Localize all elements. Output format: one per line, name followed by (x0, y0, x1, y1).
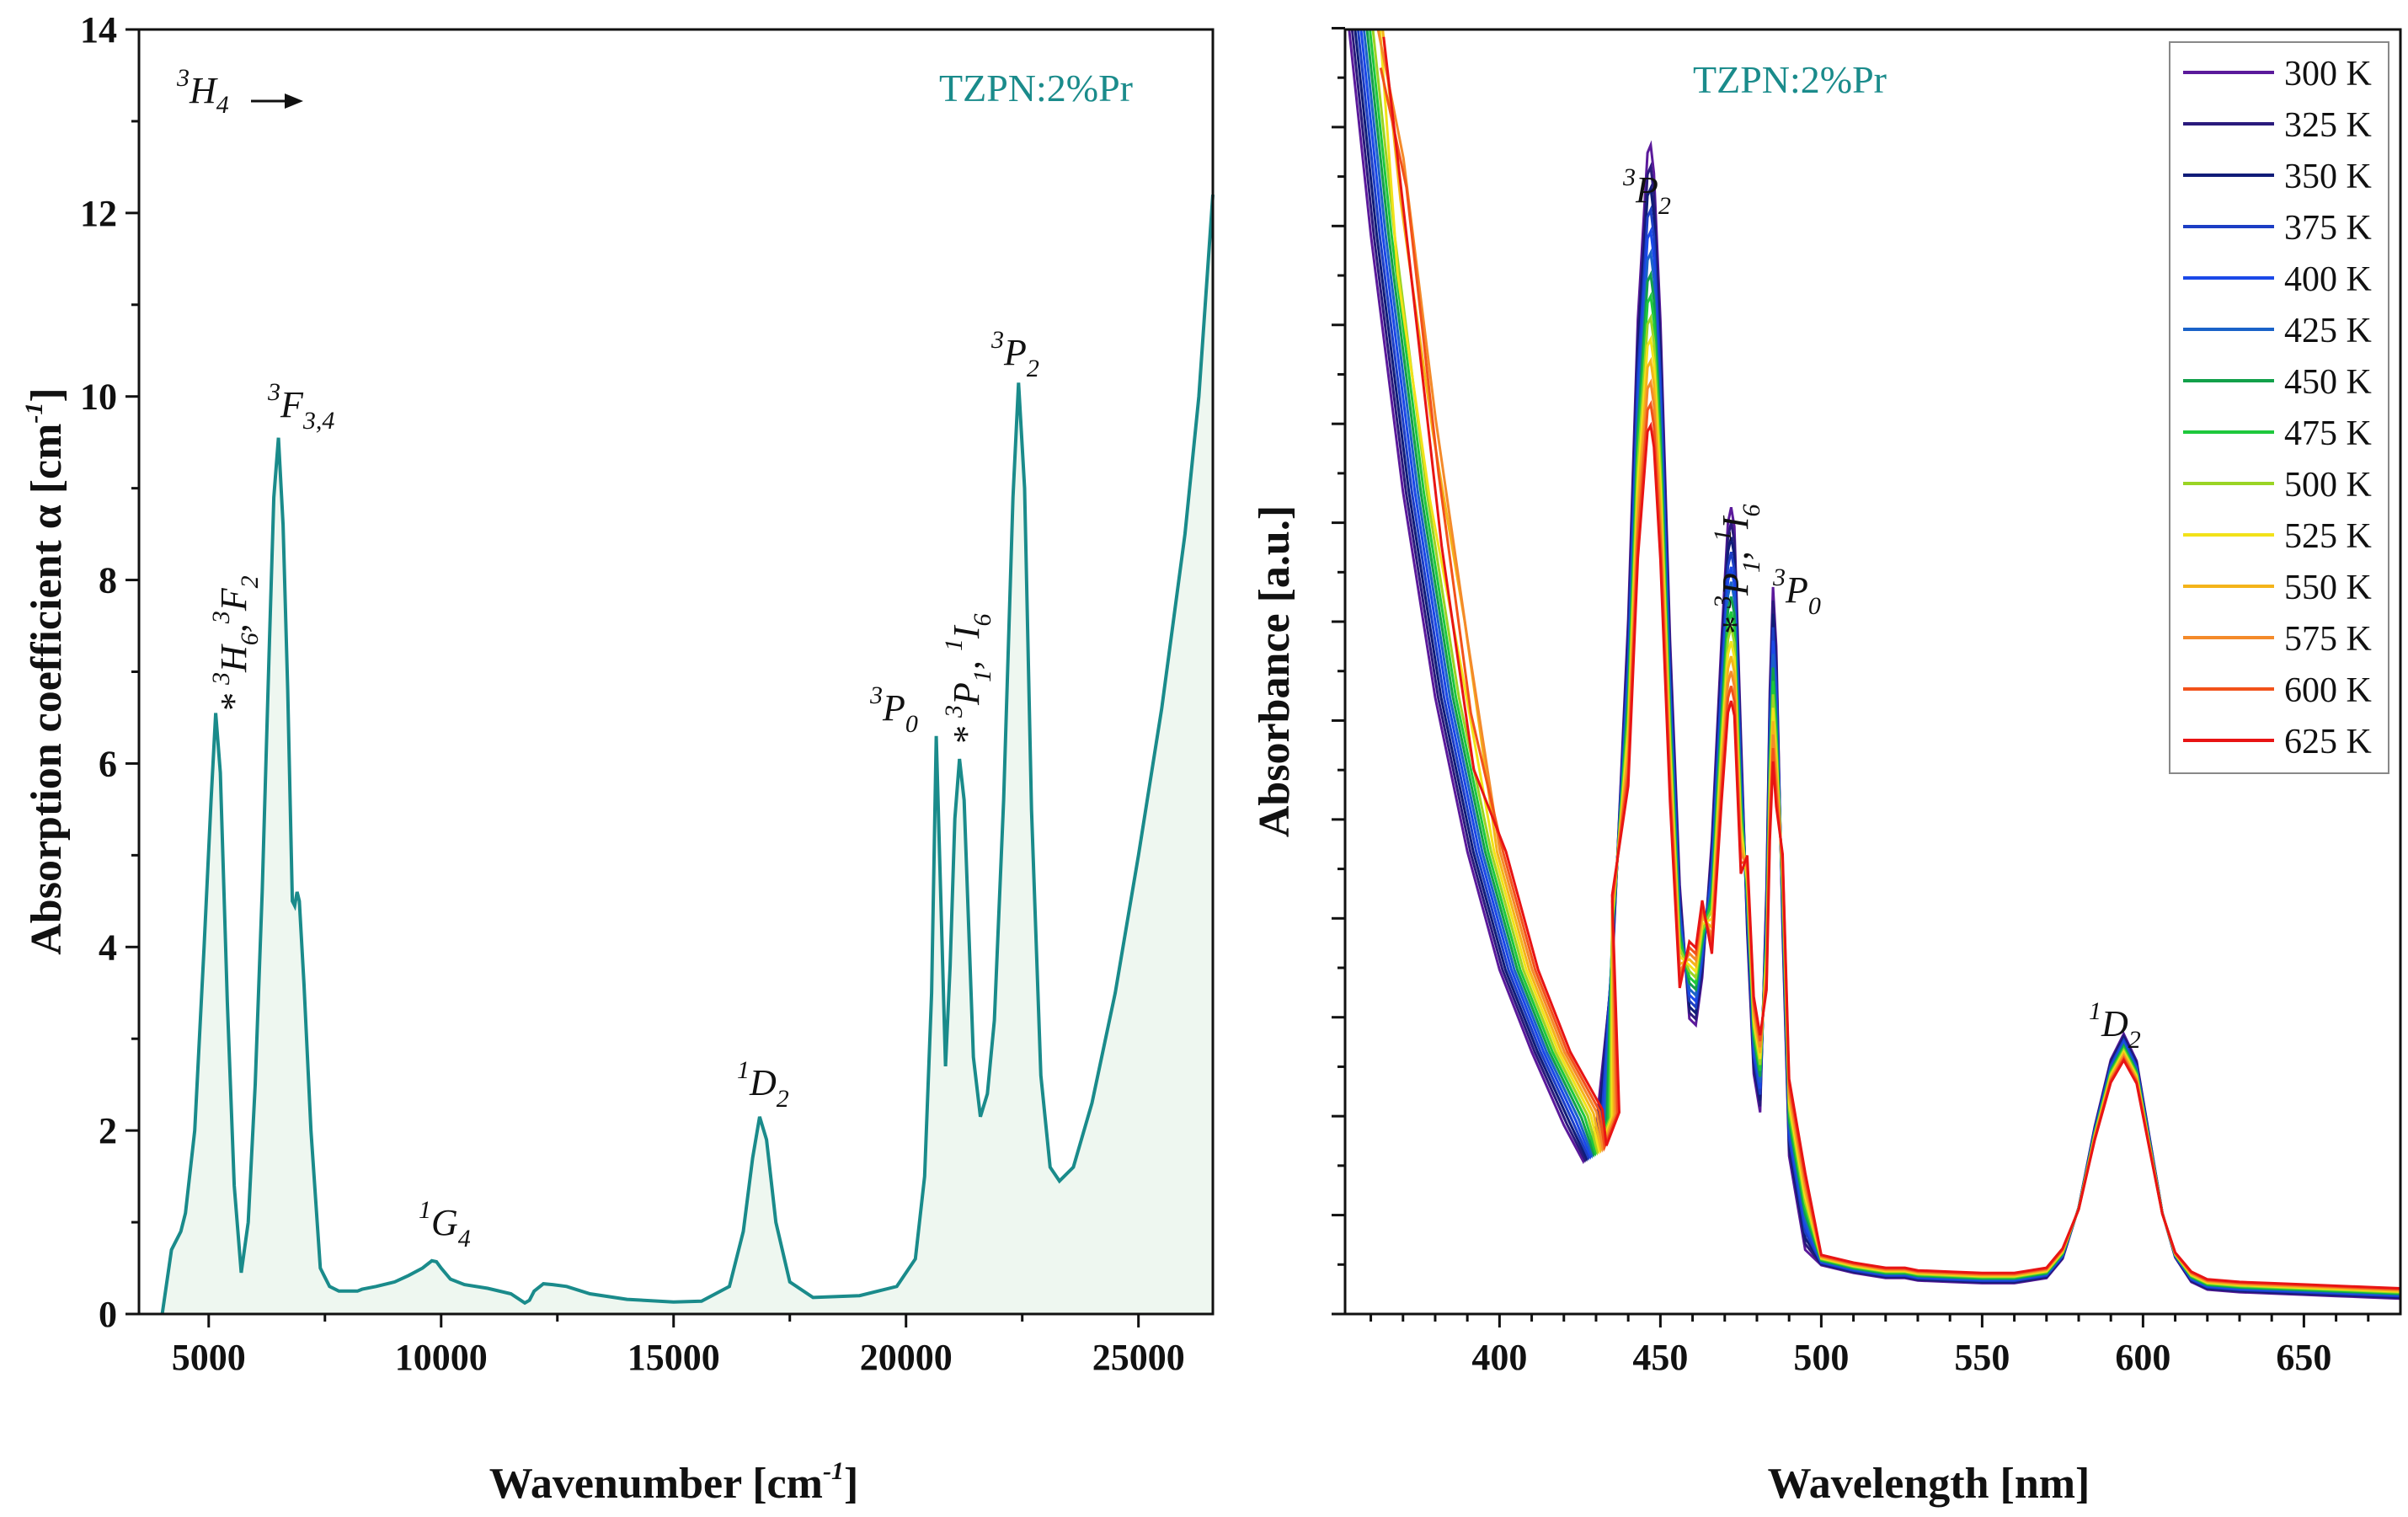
series-line-625K (1382, 36, 2400, 1290)
temperature-legend: 300 K 325 K 350 K 375 K 400 K 425 K 450 K 475 K… (2169, 41, 2389, 774)
arrow-head-icon (285, 93, 303, 109)
annotation-3H6-3F2: * 3H6,3F2 (207, 575, 264, 713)
left-spectrum-area (162, 195, 1214, 1315)
x-tick-label: 450 (1632, 1337, 1688, 1378)
y-tick-label: 14 (80, 9, 117, 51)
ground-state-label: 3H4 (176, 64, 303, 119)
y-tick-label: 4 (99, 927, 117, 968)
x-tick-label: 500 (1793, 1337, 1849, 1378)
legend-box (2169, 41, 2389, 774)
legend-label: 425 K (2284, 312, 2372, 350)
y-tick-label: 12 (80, 193, 117, 234)
annotation-3P2: 3P2 (990, 326, 1039, 382)
right-series-lines (1348, 29, 2400, 1301)
x-tick-label: 15000 (627, 1337, 720, 1378)
svg-text:3H4: 3H4 (176, 64, 229, 119)
left-sample-label: TZPN:2%Pr (939, 67, 1133, 110)
x-tick-label: 25000 (1092, 1337, 1185, 1378)
legend-label: 625 K (2284, 723, 2372, 761)
y-tick-label: 2 (99, 1110, 117, 1151)
legend-label: 325 K (2284, 106, 2372, 145)
legend-label: 350 K (2284, 158, 2372, 196)
left-spectrum-line (160, 194, 1215, 1315)
right-y-axis-label: Absorbance [a.u.] (1251, 505, 1299, 837)
legend-label: 575 K (2284, 620, 2372, 659)
left-x-axis-label: Wavenumber [cm-1] (489, 1457, 859, 1508)
legend-label: 375 K (2284, 209, 2372, 248)
legend-label: 450 K (2284, 363, 2372, 402)
annotation-1G4: 1G4 (419, 1196, 471, 1253)
right-x-axis-label: Wavelength [nm] (1768, 1460, 2090, 1508)
annotation-1D2: 1D2 (2089, 997, 2141, 1054)
annotation-3P0: 3P0 (1772, 564, 1821, 620)
annotation-3P2: 3P2 (1622, 163, 1671, 220)
x-tick-label: 600 (2115, 1337, 2170, 1378)
left-y-axis-label: Absorption coefficient α [cm-1] (20, 387, 71, 955)
x-tick-label: 5000 (172, 1337, 246, 1378)
left-annotations: * 3H6,3F2 3F3,4 1G4 1D2 3P0 * 3P1, 1I6 3… (207, 326, 1039, 1253)
right-axis-ticks: 400 450 500 550 600 650 (1332, 26, 2370, 1378)
y-tick-label: 8 (99, 560, 117, 601)
legend-label: 600 K (2284, 671, 2372, 710)
y-tick-label: 6 (99, 743, 117, 784)
legend-label: 525 K (2284, 517, 2372, 556)
annotation-3P0: 3P0 (869, 681, 918, 738)
left-chart-panel: 5000 10000 15000 20000 25000 0 2 4 6 8 10 12 14 Wave… (20, 9, 1215, 1508)
legend-label: 300 K (2284, 55, 2372, 93)
legend-label: 400 K (2284, 260, 2372, 299)
annotation-3P1-1I6: * 3P1, 1I6 (1709, 504, 1765, 636)
right-chart-panel: 400 450 500 550 600 650 Wavelength [nm] Absor… (1251, 26, 2402, 1508)
left-axis-ticks: 5000 10000 15000 20000 25000 0 2 4 6 8 10 12 14 (80, 9, 1185, 1378)
annotation-3P1-1I6: * 3P1, 1I6 (940, 613, 996, 745)
right-sample-label: TZPN:2%Pr (1693, 58, 1887, 101)
x-tick-label: 10000 (395, 1337, 488, 1378)
x-tick-label: 550 (1954, 1337, 2010, 1378)
y-tick-label: 10 (80, 377, 117, 418)
x-tick-label: 20000 (860, 1337, 953, 1378)
right-annotations: 3P2 * 3P1, 1I6 3P0 1D2 (1622, 163, 2141, 1054)
legend-label: 500 K (2284, 466, 2372, 505)
x-tick-label: 400 (1471, 1337, 1527, 1378)
legend-label: 550 K (2284, 569, 2372, 607)
x-tick-label: 650 (2276, 1337, 2331, 1378)
y-tick-label: 0 (99, 1294, 117, 1335)
annotation-1D2: 1D2 (737, 1056, 789, 1113)
legend-label: 475 K (2284, 414, 2372, 453)
annotation-3F34: 3F3,4 (267, 378, 334, 435)
